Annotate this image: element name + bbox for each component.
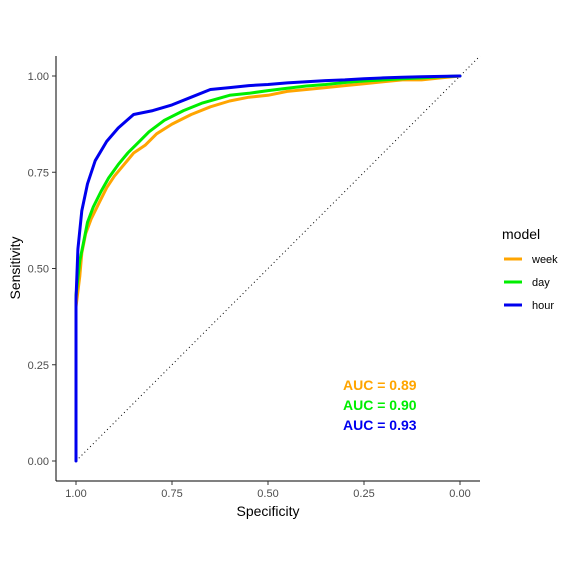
reference-diagonal <box>75 55 481 462</box>
y-ticks: 0.00 0.25 0.50 0.75 1.00 <box>28 71 56 468</box>
x-axis-title: Specificity <box>236 503 299 519</box>
y-tick-label: 0.00 <box>28 456 49 468</box>
auc-annotation: AUC = 0.93 <box>343 417 417 433</box>
x-ticks: 1.00 0.75 0.50 0.25 0.00 <box>65 481 471 500</box>
y-tick-label: 0.75 <box>28 167 49 179</box>
x-tick-label: 1.00 <box>65 488 86 500</box>
y-tick-label: 0.25 <box>28 360 49 372</box>
y-tick-label: 0.50 <box>28 264 49 276</box>
legend: model week day hour <box>502 226 558 312</box>
plot-area <box>74 55 481 463</box>
y-tick-label: 1.00 <box>28 71 49 83</box>
x-tick-label: 0.75 <box>161 488 182 500</box>
legend-label-hour: hour <box>532 300 554 312</box>
auc-annotation: AUC = 0.89 <box>343 377 417 393</box>
legend-label-week: week <box>531 254 558 266</box>
auc-annotations: AUC = 0.89 AUC = 0.90 AUC = 0.93 <box>343 377 417 433</box>
x-tick-label: 0.00 <box>449 488 470 500</box>
legend-label-day: day <box>532 277 550 289</box>
legend-title: model <box>502 226 540 242</box>
y-axis-title: Sensitivity <box>7 236 23 299</box>
auc-annotation: AUC = 0.90 <box>343 397 417 413</box>
roc-line-week <box>74 74 462 378</box>
x-tick-label: 0.50 <box>257 488 278 500</box>
x-tick-label: 0.25 <box>353 488 374 500</box>
roc-line-day <box>74 74 462 347</box>
roc-line-hour <box>74 74 462 463</box>
